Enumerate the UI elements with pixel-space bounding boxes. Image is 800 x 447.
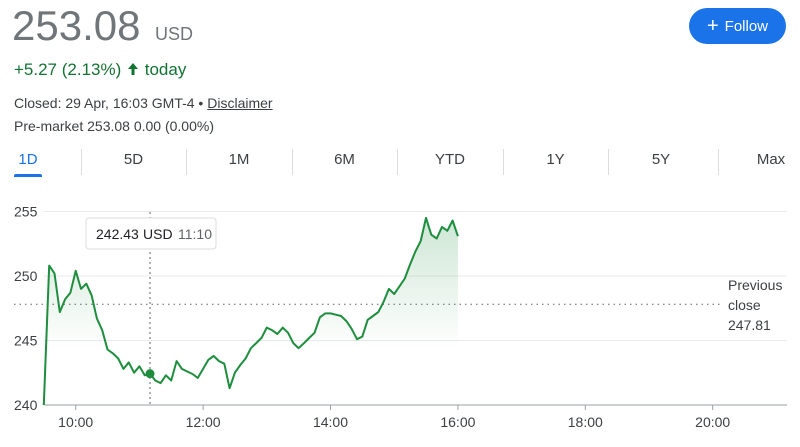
change: +5.27 (2.13%) bbox=[14, 60, 122, 79]
price-line bbox=[42, 216, 459, 406]
currency: USD bbox=[155, 24, 194, 44]
disclaimer[interactable]: Disclaimer bbox=[207, 95, 273, 111]
tab-separator bbox=[718, 149, 719, 175]
x-tick-label: 14:00 bbox=[313, 414, 348, 430]
tab[interactable]: YTD bbox=[435, 151, 465, 168]
closed: Closed: 29 Apr, 16:03 GMT-4 • bbox=[14, 95, 204, 111]
y-tick-label: 255 bbox=[14, 203, 38, 219]
tooltip-value: 242.43 bbox=[96, 226, 139, 242]
plus-icon: + bbox=[706, 15, 719, 37]
up-arrow bbox=[128, 63, 138, 75]
hover-dot bbox=[145, 369, 155, 379]
y-tick-label: 240 bbox=[14, 397, 38, 413]
premarket: Pre-market 253.08 0.00 (0.00%) bbox=[14, 118, 214, 134]
period: today bbox=[144, 60, 187, 79]
previous-close-value: 247.81 bbox=[728, 317, 771, 333]
follow-button[interactable]: + Follow bbox=[689, 8, 786, 44]
y-tick-label: 250 bbox=[14, 268, 38, 284]
previous-close-label: close bbox=[728, 297, 761, 313]
tab[interactable]: 5Y bbox=[651, 151, 671, 168]
tab[interactable]: Max bbox=[756, 151, 786, 168]
x-tick-label: 18:00 bbox=[568, 414, 603, 430]
tab[interactable]: 6M bbox=[334, 151, 355, 168]
tab[interactable]: 1M bbox=[228, 151, 250, 168]
tab[interactable]: 1D bbox=[18, 151, 38, 168]
tab-underline bbox=[14, 174, 42, 177]
tab[interactable]: 1Y bbox=[546, 151, 565, 168]
tab-separator bbox=[502, 149, 504, 175]
tooltip-time: 11:10 bbox=[178, 226, 212, 242]
previous-close-label: Previous bbox=[728, 277, 782, 293]
tab[interactable]: 5D bbox=[123, 151, 144, 168]
change-row: +5.27 (2.13%) today bbox=[14, 60, 186, 80]
tab-separator bbox=[186, 149, 187, 175]
price: 253.08 bbox=[12, 2, 141, 49]
x-tick-label: 20:00 bbox=[695, 414, 730, 430]
tab-separator bbox=[80, 149, 82, 175]
closed-row: Closed: 29 Apr, 16:03 GMT-4 • Disclaimer bbox=[14, 95, 273, 111]
tooltip-unit: USD bbox=[143, 226, 173, 242]
x-tick-label: 16:00 bbox=[440, 414, 475, 430]
tab-separator bbox=[608, 149, 609, 175]
follow-label: Follow bbox=[724, 17, 769, 35]
x-tick-label: 10:00 bbox=[58, 414, 93, 430]
tabs: 1D 5D 1M 6M YTD 1Y 5Y Max bbox=[0, 145, 800, 179]
tooltip-box bbox=[85, 217, 217, 250]
area bbox=[43, 217, 458, 405]
tab-separator bbox=[397, 149, 398, 175]
tab-separator bbox=[291, 149, 293, 175]
y-tick-label: 245 bbox=[14, 332, 38, 348]
x-tick-label: 12:00 bbox=[186, 414, 221, 430]
